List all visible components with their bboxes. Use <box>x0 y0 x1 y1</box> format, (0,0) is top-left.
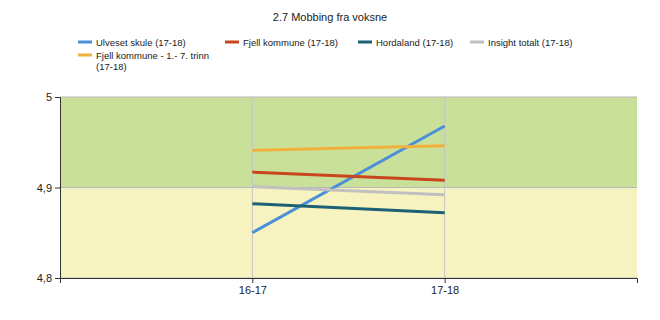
tick-mark <box>55 188 60 189</box>
axis-line <box>55 98 61 279</box>
grid-line <box>60 97 637 98</box>
series-line <box>252 187 444 195</box>
x-axis: 16-17 17-18 <box>61 278 638 296</box>
tick: 17-18 <box>431 278 459 296</box>
legend-label: Hordaland (17-18) <box>376 37 453 48</box>
legend-label: Fjell kommune - 1.- 7. trinn(17-18) <box>96 50 209 72</box>
legend-item: Ulveset skule (17-18) <box>78 37 186 48</box>
legend-label: Ulveset skule (17-18) <box>96 37 186 48</box>
tick-label: 4,8 <box>37 272 52 284</box>
legend-item: Fjell kommune - 1.- 7. trinn(17-18) <box>78 50 209 72</box>
tick-label: 4,9 <box>37 182 52 194</box>
tick-label: 16-17 <box>239 284 267 296</box>
series-line <box>252 172 444 180</box>
series-line <box>252 204 444 213</box>
legend-swatch <box>78 54 92 57</box>
tick-mark <box>445 278 446 283</box>
tick-mark <box>55 97 60 98</box>
y-axis: 4,8 4,9 5 <box>37 91 61 284</box>
tick: 4,8 <box>37 272 60 284</box>
band-warn <box>60 188 637 279</box>
legend-swatch <box>225 41 239 44</box>
tick: 4,9 <box>37 182 60 194</box>
legend-item: Hordaland (17-18) <box>358 37 453 48</box>
tick: 16-17 <box>239 278 267 296</box>
tick-label: 5 <box>46 91 52 103</box>
legend-swatch <box>78 41 92 44</box>
legend-label: Fjell kommune (17-18) <box>243 37 338 48</box>
legend: Ulveset skule (17-18) Fjell kommune (17-1… <box>78 37 573 72</box>
series-line <box>252 146 444 151</box>
band-good <box>60 97 637 188</box>
legend-swatch <box>358 41 372 44</box>
legend-swatch <box>470 41 484 44</box>
legend-item: Fjell kommune (17-18) <box>225 37 338 48</box>
grid-x <box>252 97 444 278</box>
grid-y <box>60 97 637 278</box>
legend-item: Insight totalt (17-18) <box>470 37 573 48</box>
axis-line <box>61 279 638 284</box>
tick: 5 <box>46 91 60 103</box>
tick-mark <box>55 278 60 279</box>
tick-mark <box>252 278 253 283</box>
series-line <box>252 126 444 233</box>
tick-label: 17-18 <box>431 284 459 296</box>
grid-line <box>444 97 445 278</box>
title: 2.7 Mobbing fra voksne <box>273 11 387 23</box>
legend-label: Insight totalt (17-18) <box>488 37 573 48</box>
plot-lines <box>252 126 444 233</box>
grid-line <box>60 187 637 188</box>
